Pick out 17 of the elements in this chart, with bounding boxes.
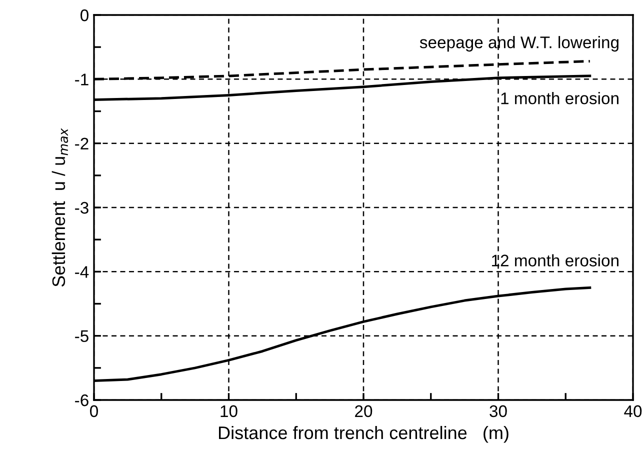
y-tick-label: 0 <box>80 9 88 22</box>
x-tick-label: 40 <box>624 405 642 418</box>
y-tick-label: -1 <box>75 74 88 86</box>
y-tick-label: -3 <box>75 202 88 214</box>
x-axis-title: Distance from trench centreline (m) <box>218 426 508 443</box>
y-tick-label: -2 <box>75 138 88 150</box>
series-label: seepage and W.T. lowering <box>420 36 618 52</box>
x-tick-label: 10 <box>220 405 238 418</box>
x-tick-label: 30 <box>490 405 507 418</box>
x-tick-label: 20 <box>355 405 372 418</box>
x-tick-label: 0 <box>90 405 98 418</box>
y-tick-label: -6 <box>75 394 88 406</box>
y-tick-label: -4 <box>75 266 89 278</box>
y-axis-title: Settlement u / u$_{max}$ <box>52 128 68 287</box>
series-label: 12 month erosion <box>492 254 618 266</box>
series-label: 1 month erosion <box>501 92 618 104</box>
y-tick-label: -5 <box>75 330 88 342</box>
